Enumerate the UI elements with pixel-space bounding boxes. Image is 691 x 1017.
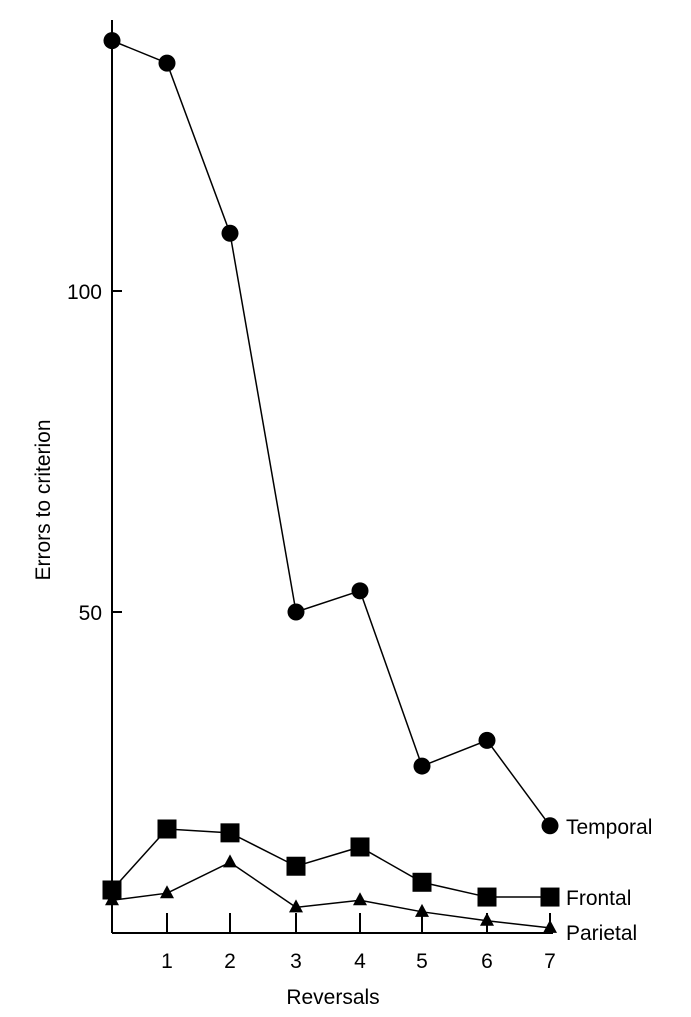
y-tick-label: 50	[79, 602, 102, 625]
data-point-parietal	[415, 903, 429, 917]
data-point-parietal	[480, 912, 494, 926]
data-point-temporal	[413, 757, 431, 775]
y-axis-label: Errors to criterion	[32, 419, 55, 580]
x-tick-label: 5	[416, 950, 428, 973]
data-point-temporal	[287, 603, 305, 621]
data-point-parietal	[160, 885, 174, 899]
x-tick-label: 6	[481, 950, 493, 973]
data-point-frontal	[350, 837, 370, 857]
data-point-frontal	[477, 887, 497, 907]
data-point-temporal	[541, 817, 559, 835]
series-label-parietal: Parietal	[566, 922, 637, 945]
series-line-frontal	[111, 828, 550, 898]
x-tick-label: 3	[290, 950, 302, 973]
data-point-temporal	[103, 32, 121, 50]
data-point-parietal	[223, 854, 237, 868]
data-point-frontal	[220, 823, 240, 843]
data-point-frontal	[286, 856, 306, 876]
data-point-parietal	[105, 892, 119, 906]
x-tick-label: 1	[161, 950, 173, 973]
x-tick-label: 2	[224, 950, 236, 973]
series-line-temporal	[111, 39, 551, 827]
data-point-frontal	[412, 872, 432, 892]
x-tick-label: 7	[544, 950, 556, 973]
data-point-parietal	[543, 919, 557, 933]
data-point-frontal	[540, 887, 560, 907]
series-line-parietal	[111, 861, 551, 929]
series-label-frontal: Frontal	[566, 887, 631, 910]
data-point-frontal	[157, 819, 177, 839]
x-tick-label: 4	[354, 950, 366, 973]
data-point-parietal	[289, 899, 303, 913]
x-axis-label: Reversals	[286, 986, 379, 1009]
data-point-temporal	[221, 224, 239, 242]
data-point-temporal	[158, 54, 176, 72]
data-point-temporal	[478, 731, 496, 749]
data-point-frontal	[102, 880, 122, 900]
series-label-temporal: Temporal	[566, 816, 652, 839]
data-point-temporal	[351, 582, 369, 600]
data-point-parietal	[353, 892, 367, 906]
y-tick-label: 100	[67, 281, 102, 304]
